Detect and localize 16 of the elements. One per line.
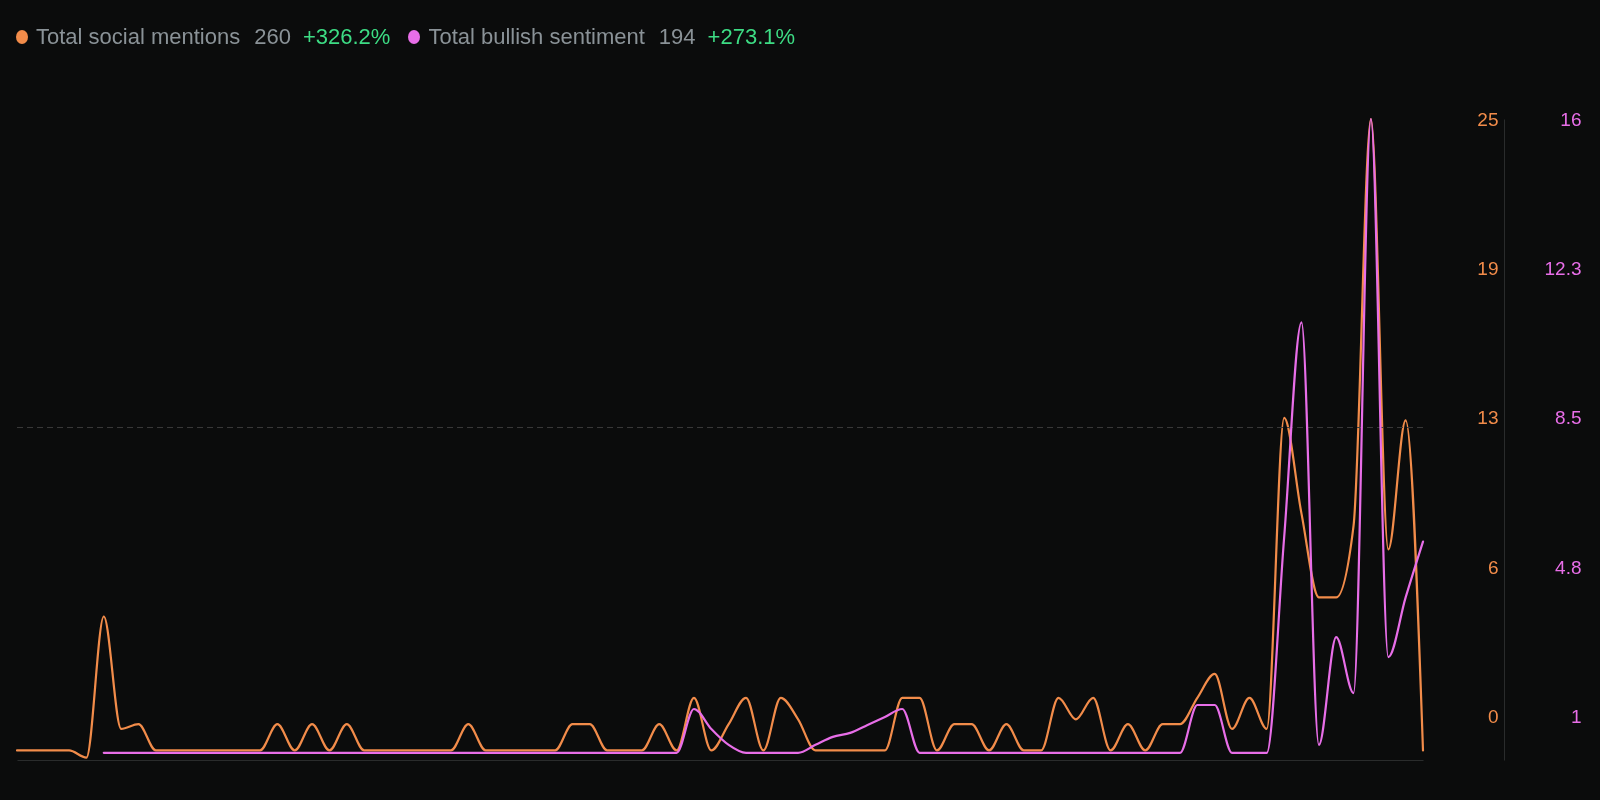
y-tick-label: 6 bbox=[1487, 556, 1499, 578]
y2-tick-label: 1 bbox=[1570, 706, 1582, 728]
y2-tick-label: 8.5 bbox=[1555, 407, 1582, 429]
y-tick-label: 19 bbox=[1477, 257, 1499, 279]
y2-tick-label: 4.8 bbox=[1555, 556, 1582, 578]
text: +273.1% bbox=[707, 24, 796, 50]
y-tick-label: 25 bbox=[1477, 108, 1499, 130]
legend-label: Total social mentions bbox=[36, 24, 241, 50]
y-tick-label: 0 bbox=[1487, 706, 1499, 728]
text: +326.2% bbox=[302, 24, 391, 50]
y2-tick-label: 16 bbox=[1560, 108, 1582, 130]
y-tick-label: 13 bbox=[1477, 407, 1499, 429]
text: 260 bbox=[254, 24, 291, 50]
legend-label: Total bullish sentiment bbox=[428, 24, 645, 50]
y2-tick-label: 12.3 bbox=[1544, 257, 1582, 279]
text: 194 bbox=[658, 24, 696, 50]
